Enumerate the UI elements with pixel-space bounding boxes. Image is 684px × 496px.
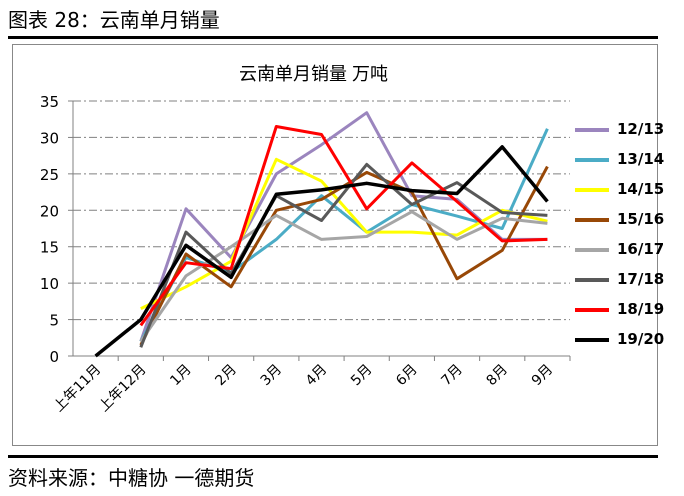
chart-title: 云南单月销量	[239, 64, 347, 85]
series-line-17-18	[139, 162, 548, 348]
title-rule	[8, 36, 658, 39]
x-tick-label: 5月	[348, 362, 376, 390]
legend-label: 17/18	[617, 270, 665, 288]
legend-label: 12/13	[617, 120, 665, 138]
legend-item: 16/17	[575, 236, 675, 266]
x-tick-label: 上年11月	[51, 362, 105, 416]
legend-label: 16/17	[617, 240, 665, 258]
legend-item: 12/13	[575, 116, 675, 146]
legend-label: 15/16	[617, 210, 665, 228]
legend-item: 14/15	[575, 176, 675, 206]
x-tick-label: 6月	[393, 362, 421, 390]
chart-unit: 万吨	[352, 64, 388, 85]
legend-swatch	[575, 338, 609, 342]
legend-swatch	[575, 308, 609, 312]
legend-item: 18/19	[575, 296, 675, 326]
legend-label: 14/15	[617, 180, 665, 198]
series-line-18-19	[139, 125, 548, 327]
legend-label: 18/19	[617, 300, 665, 318]
source-note: 资料来源：中糖协 一德期货	[8, 466, 255, 490]
x-tick-label: 上年12月	[96, 362, 150, 416]
series-line-13-14	[139, 128, 549, 343]
figure-title: 图表 28：云南单月销量	[8, 8, 220, 32]
legend-swatch	[575, 218, 609, 222]
source-rule	[8, 455, 658, 458]
legend-item: 13/14	[575, 146, 675, 176]
x-tick-label: 9月	[529, 362, 557, 390]
y-tick-label: 20	[40, 202, 59, 220]
legend-swatch	[575, 248, 609, 252]
x-tick-label: 4月	[303, 362, 331, 390]
y-tick-label: 15	[40, 239, 59, 257]
y-tick-label: 25	[40, 166, 59, 184]
y-tick-label: 5	[49, 312, 59, 330]
legend-swatch	[575, 128, 609, 132]
axes	[72, 101, 570, 357]
x-tick-label: 3月	[258, 362, 286, 390]
x-tick-label: 2月	[212, 362, 240, 390]
legend-item: 15/16	[575, 206, 675, 236]
legend-item: 17/18	[575, 266, 675, 296]
series-lines	[94, 111, 549, 358]
x-tick-label: 8月	[484, 362, 512, 390]
legend-label: 19/20	[617, 330, 665, 348]
y-tick-label: 10	[40, 275, 59, 293]
x-tick-label: 1月	[167, 362, 195, 390]
y-tick-label: 35	[40, 93, 59, 111]
legend-item: 19/20	[575, 326, 675, 356]
legend-swatch	[575, 158, 609, 162]
series-line-19-20	[94, 145, 549, 358]
x-tick-label: 7月	[438, 362, 466, 390]
y-tick-labels: 0 5 10 15 20 25 30 35	[40, 93, 73, 366]
y-tick-label: 30	[40, 129, 59, 147]
chart-frame	[12, 44, 658, 446]
legend-swatch	[575, 278, 609, 282]
series-line-14-15	[140, 157, 548, 310]
y-tick-label: 0	[49, 348, 59, 366]
legend-label: 13/14	[617, 150, 665, 168]
legend-swatch	[575, 188, 609, 192]
legend: 12/13 13/14 14/15 15/16 16/17 17/18 18/19 19/20	[575, 116, 675, 356]
